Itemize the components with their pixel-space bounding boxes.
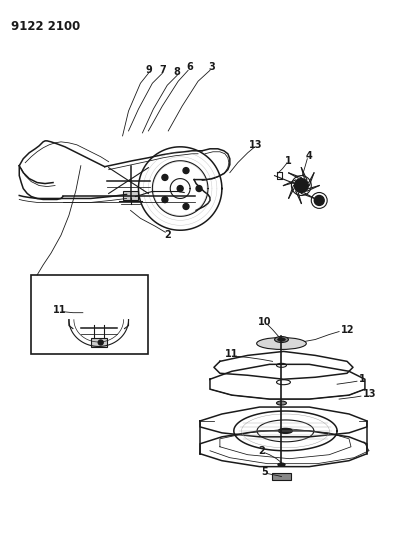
Text: 2: 2: [164, 230, 171, 240]
Circle shape: [183, 204, 189, 209]
Text: 7: 7: [159, 66, 166, 75]
Bar: [122, 190, 139, 200]
Ellipse shape: [256, 337, 306, 350]
Circle shape: [98, 340, 103, 345]
Circle shape: [183, 167, 189, 174]
Text: 9122 2100: 9122 2100: [12, 20, 81, 33]
Text: 11: 11: [53, 305, 67, 314]
Circle shape: [294, 179, 308, 192]
Text: 12: 12: [341, 325, 355, 335]
Text: 13: 13: [249, 140, 262, 150]
Ellipse shape: [277, 338, 286, 341]
Ellipse shape: [279, 429, 292, 433]
Bar: [91, 337, 107, 348]
Text: 3: 3: [208, 62, 215, 72]
Text: 5: 5: [261, 466, 268, 477]
Bar: [272, 473, 291, 480]
Text: 8: 8: [174, 67, 180, 77]
Circle shape: [196, 185, 202, 191]
Circle shape: [177, 185, 183, 191]
Text: 9: 9: [145, 66, 152, 75]
Text: 13: 13: [363, 389, 376, 399]
Text: 4: 4: [306, 151, 313, 161]
Bar: [31, 275, 148, 354]
Ellipse shape: [275, 336, 289, 343]
Text: 11: 11: [225, 350, 238, 359]
Ellipse shape: [277, 401, 286, 405]
Text: 1: 1: [359, 374, 366, 384]
Text: 10: 10: [258, 317, 271, 327]
Circle shape: [314, 196, 324, 205]
Text: 2: 2: [258, 446, 265, 456]
Text: 6: 6: [187, 62, 194, 72]
Circle shape: [162, 174, 168, 180]
Ellipse shape: [278, 463, 285, 466]
Text: 1: 1: [285, 156, 292, 166]
Circle shape: [162, 197, 168, 203]
